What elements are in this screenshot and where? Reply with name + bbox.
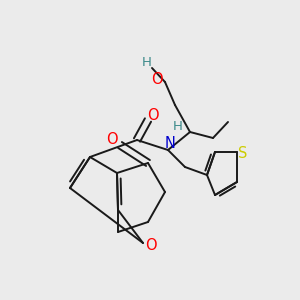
Text: O: O [145,238,157,253]
Text: S: S [238,146,248,160]
Text: H: H [142,56,152,70]
Text: O: O [151,71,163,86]
Text: N: N [165,136,176,152]
Text: H: H [173,121,183,134]
Text: O: O [147,107,159,122]
Text: O: O [106,133,118,148]
